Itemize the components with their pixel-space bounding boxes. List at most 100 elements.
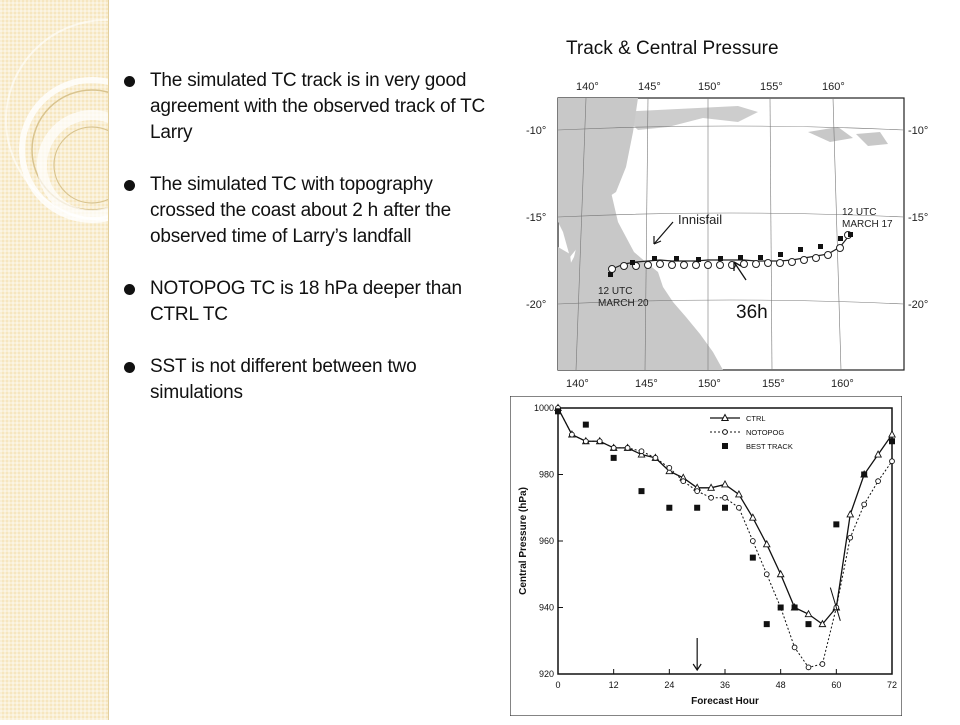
figure-title: Track & Central Pressure	[566, 38, 779, 59]
bullet-text: SST is not different between two simulat…	[150, 356, 417, 403]
land-islands-2	[856, 132, 888, 146]
lat-label: -15°	[908, 212, 928, 224]
notopog-point	[736, 504, 742, 511]
map-graticule	[557, 97, 905, 371]
bullet-dot-icon	[124, 362, 135, 373]
track-map: 140° 145° 150° 155° 160° 140° 145° 150° …	[526, 81, 928, 390]
annotation-36h: 36h	[736, 302, 768, 323]
landfall-arrow-head-icon	[692, 663, 702, 672]
best-track-point	[861, 471, 868, 478]
ctrl-point	[707, 483, 716, 491]
land-australia-queensland	[558, 192, 723, 370]
innisfail-arrow	[653, 221, 674, 245]
ctrl-point	[721, 480, 729, 488]
bullet-text: The simulated TC with topography crossed…	[150, 174, 452, 247]
minimum-arrow	[829, 587, 841, 621]
start-time-label: 12 UTC	[842, 207, 876, 218]
ctrl-point	[748, 513, 757, 521]
y-tick-label: 1000	[534, 403, 554, 413]
lon-label: 145°	[638, 81, 661, 93]
best-track-point	[833, 521, 840, 528]
y-axis-label: Central Pressure (hPa)	[518, 487, 529, 595]
lon-label: 150°	[698, 81, 721, 93]
ctrl-point	[846, 509, 855, 518]
x-tick-label: 12	[609, 680, 619, 690]
land-new-guinea	[618, 106, 758, 130]
best-track-point	[638, 488, 645, 495]
best-track-point	[749, 554, 756, 561]
pressure-chart: 0 12 24 36 48 60 72 920 940 960 980 1000 Forecast Ho…	[510, 396, 902, 716]
bullet-dot-icon	[124, 180, 135, 191]
lat-label: -20°	[908, 299, 928, 311]
x-tick-label: 72	[887, 680, 897, 690]
ctrl-point	[762, 539, 771, 548]
legend-notopog-label: NOTOPOG	[746, 428, 784, 437]
y-tick-label: 980	[539, 470, 554, 480]
decorative-sidebar	[0, 0, 207, 720]
bullet-dot-icon	[124, 284, 135, 295]
lon-label: 150°	[698, 378, 721, 390]
land-islands	[808, 127, 853, 142]
lon-label: 140°	[566, 378, 589, 390]
ctrl-point	[734, 489, 743, 498]
bullet-text: The simulated TC track is in very good a…	[150, 70, 486, 143]
map-lat-labels: -10° -15° -20° -10° -15° -20°	[526, 125, 928, 311]
lon-label: 145°	[635, 378, 658, 390]
notopog-point	[763, 571, 770, 578]
bullet-list: The simulated TC track is in very good a…	[122, 68, 492, 432]
bullet-item: The simulated TC with topography crossed…	[122, 172, 492, 250]
notopog-point	[652, 455, 659, 461]
end-time-label: 12 UTC	[598, 286, 632, 297]
notopog-point	[847, 534, 854, 541]
land-cape	[558, 247, 572, 277]
notopog-point	[582, 438, 589, 445]
bullet-item: The simulated TC track is in very good a…	[122, 68, 492, 146]
notopog-point	[875, 478, 881, 485]
x-tick-label: 48	[776, 680, 786, 690]
legend-ctrl-marker	[720, 413, 730, 421]
track-best-markers	[608, 232, 853, 277]
best-track-point	[722, 504, 728, 511]
decorative-rings	[5, 19, 207, 223]
y-tick-label: 920	[539, 669, 554, 679]
notopog-point	[666, 464, 673, 471]
notopog-point	[819, 661, 826, 667]
best-track-point	[666, 504, 673, 511]
notopog-point	[638, 448, 645, 455]
best-track-point	[555, 408, 561, 415]
start-date-label: MARCH 17	[842, 219, 893, 230]
36h-arrow-head-icon	[733, 261, 742, 271]
notopog-point	[861, 501, 868, 508]
chart-plot-area: 0 12 24 36 48 60 72 920 940 960 980 1000 Forecast Ho…	[518, 403, 897, 707]
land-new-guinea-west	[558, 98, 638, 257]
bullet-text: NOTOPOG TC is 18 hPa deeper than CTRL TC	[150, 278, 462, 325]
x-tick-label: 60	[831, 680, 841, 690]
ctrl-point	[874, 450, 883, 458]
legend-notopog-marker	[722, 429, 728, 435]
ctrl-point	[804, 609, 813, 618]
lon-label: 155°	[760, 81, 783, 93]
lon-label: 155°	[762, 378, 785, 390]
bullet-item: SST is not different between two simulat…	[122, 354, 492, 406]
notopog-point	[569, 431, 575, 438]
legend-best-label: BEST TRACK	[746, 442, 793, 451]
y-tick-label: 940	[539, 603, 554, 613]
best-track-point	[694, 504, 701, 511]
notopog-point	[708, 494, 714, 501]
legend-best-marker	[722, 443, 728, 449]
bullet-dot-icon	[124, 76, 135, 87]
ctrl-point	[888, 430, 896, 438]
lat-label: -20°	[526, 299, 546, 311]
best-track-point	[582, 421, 589, 428]
36h-arrow	[733, 261, 747, 281]
ctrl-point	[776, 569, 785, 578]
notopog-point	[722, 494, 728, 501]
lon-label: 160°	[831, 378, 854, 390]
chart-frame	[510, 396, 902, 716]
lat-label: -10°	[526, 125, 546, 137]
best-track-point	[777, 604, 784, 611]
best-track-point	[805, 621, 812, 628]
bullet-item: NOTOPOG TC is 18 hPa deeper than CTRL TC	[122, 276, 492, 328]
place-label-innisfail: Innisfail	[678, 212, 722, 227]
notopog-point	[624, 445, 631, 451]
